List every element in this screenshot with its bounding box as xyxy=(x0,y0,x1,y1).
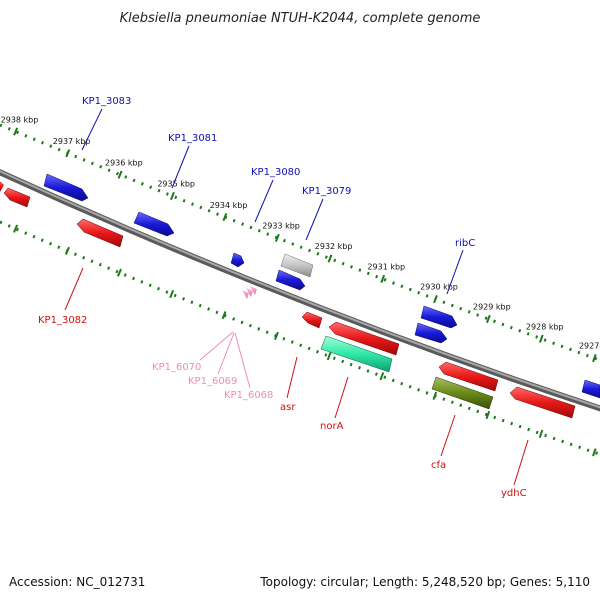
scale-tick-label: 2933 kbp xyxy=(262,222,300,231)
scale-tick-mark xyxy=(117,170,123,179)
reverse-genes xyxy=(0,181,576,419)
scale-tick-mark xyxy=(592,448,597,457)
gene-arrow-ribc-2[interactable] xyxy=(414,322,448,344)
gene-arrow-cfa[interactable] xyxy=(431,376,494,410)
label-kp1-3081[interactable]: KP1_3081 xyxy=(168,133,217,144)
leader-kp1-3083 xyxy=(81,108,103,151)
scale-arc-inner xyxy=(0,220,600,456)
gene-arrow-edge-right[interactable] xyxy=(581,379,600,399)
scale-tick-mark xyxy=(13,127,19,136)
label-kp1-3082[interactable]: KP1_3082 xyxy=(38,315,87,326)
scale-tick-mark xyxy=(170,191,175,201)
scale-tick-mark xyxy=(380,274,386,284)
scale-tick-mark xyxy=(326,352,332,361)
gene-arrow-asr[interactable] xyxy=(301,311,323,329)
gene-arrow-ydhc[interactable] xyxy=(509,386,576,419)
scale-tick-label: 2935 kbp xyxy=(157,180,195,189)
label-ribc[interactable]: ribC xyxy=(455,238,475,249)
scale-tick-mark xyxy=(274,233,280,242)
label-cfa[interactable]: cfa xyxy=(431,460,446,471)
gene-arrow-edge-left-2[interactable] xyxy=(3,187,31,208)
scale-tick-mark xyxy=(169,290,175,299)
gene-arrow-edge-left-1[interactable] xyxy=(0,181,4,192)
scale-tick-label: 2934 kbp xyxy=(210,201,248,210)
scale-tick-label: 2931 kbp xyxy=(367,263,405,272)
gene-arrow-cfa-red[interactable] xyxy=(438,361,499,392)
accession-text: Accession: NC_012731 xyxy=(9,575,145,589)
gene-arrow-kp1-3078[interactable] xyxy=(275,269,306,291)
label-kp1-6070[interactable]: KP1_6070 xyxy=(152,362,201,373)
leader-cfa xyxy=(440,414,456,457)
leader-kp1-6069 xyxy=(217,332,235,375)
leader-kp1-6068 xyxy=(234,332,251,389)
gene-arrow-kp1-6069[interactable] xyxy=(246,288,253,297)
label-kp1-3083[interactable]: KP1_3083 xyxy=(82,96,131,107)
scale-tick-label: 2930 kbp xyxy=(420,283,458,292)
leader-ydhc xyxy=(513,439,529,486)
scale-ticks: 2938 kbp 2937 kbp 2936 kbp 2935 kbp 2934 kbp… xyxy=(1,115,600,457)
scale-tick-label: 2937 kbp xyxy=(53,137,91,146)
leader-ribc xyxy=(446,249,464,295)
scale-tick-label: 2929 kbp xyxy=(473,303,511,312)
scale-tick-mark xyxy=(13,224,19,233)
scale-tick-label: 2927 kbp xyxy=(579,342,600,351)
scale-tick-mark xyxy=(221,311,227,320)
label-ydhc[interactable]: ydhC xyxy=(501,488,527,499)
scale-tick-label: 2936 kbp xyxy=(105,158,143,167)
scale-arc-outer xyxy=(0,123,600,362)
scale-tick-label: 2938 kbp xyxy=(1,115,39,124)
label-nora[interactable]: norA xyxy=(320,421,344,432)
leader-kp1-3082 xyxy=(64,267,84,311)
label-kp1-6068[interactable]: KP1_6068 xyxy=(224,390,273,401)
map-title: Klebsiella pneumoniae NTUH-K2044, comple… xyxy=(120,11,481,26)
scale-tick-mark xyxy=(433,294,438,304)
gene-arrow-kp1-6068[interactable] xyxy=(250,286,257,295)
scale-tick-mark xyxy=(538,334,544,343)
gene-arrow-nora-red[interactable] xyxy=(328,321,400,356)
gene-arrow-kp1-3080[interactable] xyxy=(230,252,245,268)
leader-kp1-3079 xyxy=(305,198,324,241)
gene-arrow-kp1-3083[interactable] xyxy=(43,173,89,202)
scale-tick-mark xyxy=(222,212,228,222)
gene-arrow-kp1-3079[interactable] xyxy=(280,253,314,278)
label-kp1-6069[interactable]: KP1_6069 xyxy=(188,376,237,387)
scale-tick-mark xyxy=(274,331,279,340)
gene-arrow-kp1-3081[interactable] xyxy=(133,211,175,237)
scale-tick-mark xyxy=(592,354,597,363)
leader-asr xyxy=(286,356,298,399)
scale-tick-label: 2932 kbp xyxy=(315,242,353,251)
scale-tick-mark xyxy=(486,314,491,324)
leader-kp1-3080 xyxy=(254,179,274,223)
gene-arrow-ribc[interactable] xyxy=(420,305,458,329)
gene-labels: KP1_3083 KP1_3081 KP1_3080 KP1_3079 ribC… xyxy=(38,96,527,499)
leader-kp1-3081 xyxy=(171,145,190,189)
label-kp1-3079[interactable]: KP1_3079 xyxy=(302,186,351,197)
scale-tick-mark xyxy=(327,254,333,263)
leader-nora xyxy=(334,376,349,419)
label-kp1-3080[interactable]: KP1_3080 xyxy=(251,167,300,178)
scale-tick-mark xyxy=(65,149,71,158)
scale-tick-label: 2928 kbp xyxy=(526,322,564,331)
forward-genes xyxy=(43,173,600,399)
scale-tick-mark xyxy=(485,410,491,420)
scale-tick-mark xyxy=(379,372,385,381)
scale-tick-mark xyxy=(64,246,70,255)
gene-arrow-kp1-3082[interactable] xyxy=(76,218,124,248)
leader-kp1-6070 xyxy=(199,331,234,361)
gene-arrow-kp1-6070[interactable] xyxy=(242,290,249,299)
scale-tick-mark xyxy=(117,268,122,277)
label-asr[interactable]: asr xyxy=(280,402,296,413)
label-leaders xyxy=(64,108,529,486)
scale-tick-mark xyxy=(538,429,544,438)
topology-text: Topology: circular; Length: 5,248,520 bp… xyxy=(259,575,590,589)
gene-arrow-nora[interactable] xyxy=(320,335,393,373)
scale-tick-mark xyxy=(432,391,438,400)
